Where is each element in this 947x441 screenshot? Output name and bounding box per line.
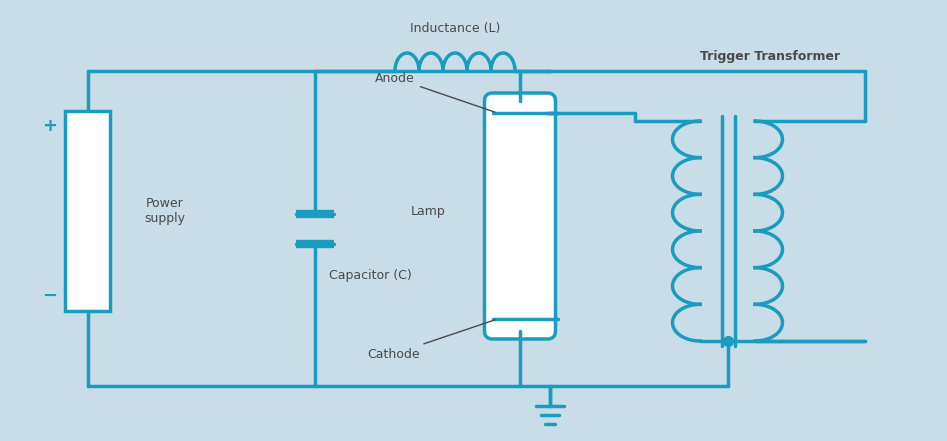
Text: Cathode: Cathode bbox=[367, 320, 495, 360]
Text: Trigger Transformer: Trigger Transformer bbox=[700, 49, 840, 63]
Text: Lamp: Lamp bbox=[410, 205, 445, 217]
FancyBboxPatch shape bbox=[65, 111, 110, 311]
Text: −: − bbox=[43, 287, 58, 305]
Text: Capacitor (C): Capacitor (C) bbox=[329, 269, 411, 283]
Text: Anode: Anode bbox=[375, 71, 495, 112]
Text: Inductance (L): Inductance (L) bbox=[410, 22, 500, 34]
Text: +: + bbox=[43, 117, 58, 135]
FancyBboxPatch shape bbox=[485, 93, 556, 339]
Text: Power
supply: Power supply bbox=[145, 197, 186, 225]
